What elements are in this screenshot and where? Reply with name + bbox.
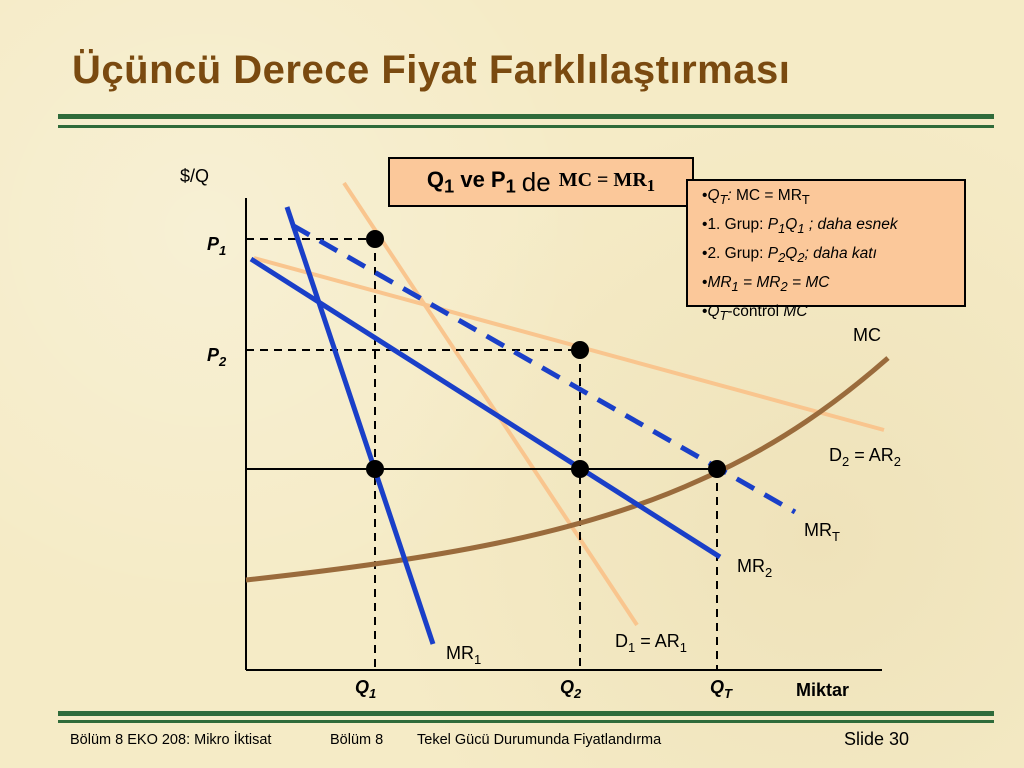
note-row-group2: •2. Grup: P2Q2; daha katı [702, 245, 877, 266]
condition-equation: MC = MR1 [558, 168, 656, 195]
point-p1-q1 [366, 230, 384, 248]
bottom-rule [58, 711, 994, 716]
mc-label: MC [853, 325, 881, 345]
p1-label: P1 [207, 234, 226, 258]
demand-curve-d2 [253, 256, 885, 432]
mr1-label: MR1 [446, 643, 481, 667]
top-rule-thin [58, 125, 994, 128]
condition-text: Q1 ve P1 [426, 166, 516, 197]
mrt-label: MRT [804, 520, 840, 544]
note-row-mr-equality: •MR1 = MR2 = MC [702, 274, 830, 295]
point-p2-q2 [571, 341, 589, 359]
mr-1-curve [284, 206, 436, 645]
note-row-group1: •1. Grup: P1Q1 ; daha esnek [702, 216, 898, 237]
y-axis-label: $/Q [180, 166, 209, 186]
bottom-rule-thin [58, 720, 994, 723]
mr-2-curve [249, 256, 722, 560]
p2-label: P2 [207, 345, 227, 369]
slide-number: Slide 30 [844, 729, 910, 749]
note-row-qt: •QT: MC = MRT [702, 187, 810, 208]
note-row-qt-control: •QT-control MC [702, 303, 808, 324]
condition-de: de [521, 166, 551, 197]
demand-curve-d1 [342, 181, 639, 627]
point-mr1-mc [366, 460, 384, 478]
point-qt-mc [708, 460, 726, 478]
q1-label: Q1 [355, 677, 376, 701]
notes-box: •QT: MC = MRT •1. Grup: P1Q1 ; daha esne… [686, 179, 966, 323]
q2-label: Q2 [560, 677, 582, 701]
d2-label: D2 = AR2 [829, 445, 901, 469]
footer-topic: Tekel Gücü Durumunda Fiyatlandırma [417, 732, 662, 748]
qt-label: QT [710, 677, 733, 701]
mr2-label: MR2 [737, 556, 772, 580]
point-mr2-mc [571, 460, 589, 478]
mc-curve [245, 356, 890, 583]
footer-chapter: Bölüm 8 [330, 732, 384, 748]
x-axis-label: Miktar [796, 680, 849, 700]
condition-box: Q1 ve P1 de MC = MR1 [388, 157, 694, 207]
d1-label: D1 = AR1 [615, 631, 687, 655]
footer-course: Bölüm 8 EKO 208: Mikro İktisat [70, 732, 272, 748]
top-rule [58, 114, 994, 119]
slide-title: Üçüncü Derece Fiyat Farklılaştırması [72, 48, 791, 92]
